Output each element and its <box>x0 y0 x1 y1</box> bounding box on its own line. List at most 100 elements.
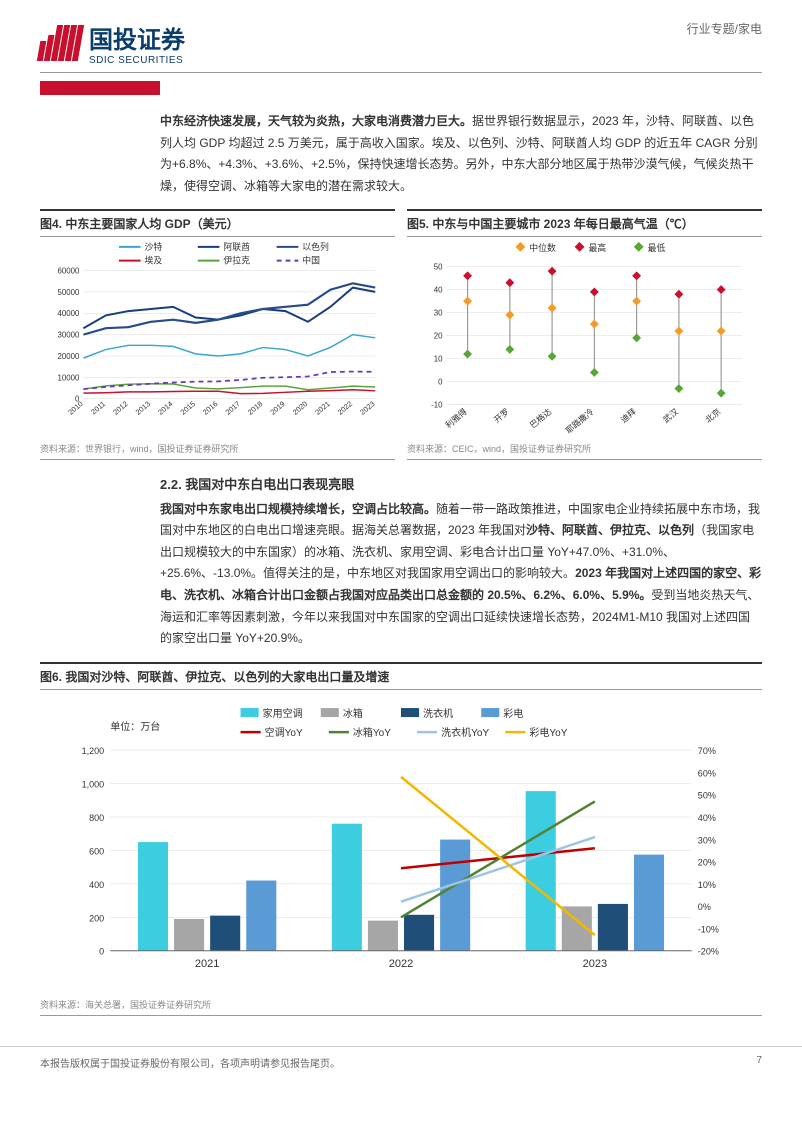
svg-text:空调YoY: 空调YoY <box>265 726 303 739</box>
svg-text:30000: 30000 <box>58 331 81 340</box>
para-1: 中东经济快速发展，天气较为炎热，大家电消费潜力巨大。据世界银行数据显示，2023… <box>160 111 762 197</box>
para-2-bold2: 沙特、阿联酋、伊拉克、以色列 <box>526 523 694 537</box>
logo-cn: 国投证券 <box>89 20 185 55</box>
chart-5-title: 图5. 中东与中国主要城市 2023 年每日最高气温（℃） <box>407 209 762 237</box>
svg-text:50%: 50% <box>698 790 716 800</box>
svg-text:2015: 2015 <box>179 400 197 417</box>
svg-text:迪拜: 迪拜 <box>619 406 639 425</box>
svg-text:40: 40 <box>434 286 443 295</box>
chart-5-source: 资料来源：CEIC，wind，国投证券证券研究所 <box>407 440 762 460</box>
chart-6: 图6. 我国对沙特、阿联酋、伊拉克、以色列的大家电出口量及增速 单位：万台 家用空… <box>40 662 762 1016</box>
svg-text:埃及: 埃及 <box>145 255 163 266</box>
svg-text:阿联酋: 阿联酋 <box>223 241 250 252</box>
logo-text: 国投证券 SDIC SECURITIES <box>89 20 185 66</box>
svg-text:伊拉克: 伊拉克 <box>223 255 250 266</box>
logo-icon <box>37 25 84 61</box>
svg-text:北京: 北京 <box>703 407 722 425</box>
para-2: 我国对中东家电出口规模持续增长，空调占比较高。随着一带一路政策推进，中国家电企业… <box>160 499 762 650</box>
svg-text:开罗: 开罗 <box>492 407 511 425</box>
svg-text:2011: 2011 <box>89 400 107 417</box>
page-root: 国投证券 SDIC SECURITIES 行业专题/家电 中东经济快速发展，天气… <box>0 0 802 1078</box>
para-1-bold: 中东经济快速发展，天气较为炎热，大家电消费潜力巨大。 <box>160 114 472 128</box>
svg-text:2022: 2022 <box>389 958 414 970</box>
svg-text:0%: 0% <box>698 902 711 912</box>
svg-text:中位数: 中位数 <box>529 242 556 253</box>
svg-text:冰箱YoY: 冰箱YoY <box>353 726 391 739</box>
chart-6-svg: 单位：万台 家用空调 冰箱 洗衣机 彩电空调YoY 冰箱YoY 洗衣机YoY 彩电YoY 0 20… <box>40 690 762 991</box>
svg-text:600: 600 <box>89 846 104 856</box>
logo: 国投证券 SDIC SECURITIES <box>40 20 185 66</box>
svg-text:800: 800 <box>89 813 104 823</box>
svg-text:20000: 20000 <box>58 352 81 361</box>
svg-text:家用空调: 家用空调 <box>263 707 303 720</box>
svg-text:彩电YoY: 彩电YoY <box>529 726 567 739</box>
chart-6-source: 资料来源：海关总署，国投证券证券研究所 <box>40 996 762 1016</box>
page-footer: 本报告版权属于国投证券股份有限公司，各项声明请参见报告尾页。 7 <box>0 1046 802 1078</box>
svg-text:-20%: -20% <box>698 946 719 956</box>
svg-text:彩电: 彩电 <box>503 707 523 720</box>
svg-text:10%: 10% <box>698 880 716 890</box>
svg-text:10000: 10000 <box>58 374 81 383</box>
svg-text:2021: 2021 <box>313 400 331 417</box>
svg-text:2018: 2018 <box>246 400 264 417</box>
svg-text:最低: 最低 <box>648 242 666 253</box>
svg-text:2012: 2012 <box>111 400 129 417</box>
svg-text:中国: 中国 <box>302 255 320 266</box>
svg-text:30: 30 <box>434 309 443 318</box>
svg-text:2017: 2017 <box>223 400 241 417</box>
svg-text:40000: 40000 <box>58 310 81 319</box>
svg-text:20: 20 <box>434 332 443 341</box>
svg-text:2022: 2022 <box>336 400 354 417</box>
svg-text:武汉: 武汉 <box>661 406 681 425</box>
svg-text:洗衣机YoY: 洗衣机YoY <box>441 726 489 739</box>
svg-text:10: 10 <box>434 355 443 364</box>
chart-4-title: 图4. 中东主要国家人均 GDP（美元） <box>40 209 395 237</box>
para-2-bold1: 我国对中东家电出口规模持续增长，空调占比较高。 <box>160 502 436 516</box>
chart-6-title: 图6. 我国对沙特、阿联酋、伊拉克、以色列的大家电出口量及增速 <box>40 662 762 690</box>
svg-text:单位：万台: 单位：万台 <box>110 720 160 733</box>
header-tag: 行业专题/家电 <box>687 20 762 37</box>
chart-row-4-5: 图4. 中东主要国家人均 GDP（美元） 沙特 阿联酋 以色列埃及 伊拉克 中国 0 100… <box>40 209 762 459</box>
svg-text:2020: 2020 <box>291 400 309 417</box>
svg-text:200: 200 <box>89 913 104 923</box>
content-area: 中东经济快速发展，天气较为炎热，大家电消费潜力巨大。据世界银行数据显示，2023… <box>0 95 802 1016</box>
chart-4-svg: 沙特阿联酋以色列埃及伊拉克中国0100002000030000400005000… <box>40 237 395 434</box>
svg-text:60%: 60% <box>698 768 716 778</box>
header-rule <box>40 72 762 73</box>
svg-text:冰箱: 冰箱 <box>343 707 363 720</box>
section-2-2-heading: 2.2. 我国对中东白电出口表现亮眼 <box>160 474 762 493</box>
svg-text:2023: 2023 <box>583 958 608 970</box>
svg-text:50000: 50000 <box>58 288 81 297</box>
svg-text:2016: 2016 <box>201 400 219 417</box>
svg-text:沙特: 沙特 <box>145 241 163 252</box>
chart-5: 图5. 中东与中国主要城市 2023 年每日最高气温（℃） 中位数 最高 最低 -10… <box>407 209 762 459</box>
svg-text:最高: 最高 <box>588 242 606 253</box>
logo-en: SDIC SECURITIES <box>89 55 185 66</box>
svg-text:2010: 2010 <box>66 400 84 417</box>
chart-4-source: 资料来源：世界银行，wind，国投证券证券研究所 <box>40 440 395 460</box>
svg-text:2021: 2021 <box>195 958 220 970</box>
svg-text:洗衣机: 洗衣机 <box>423 707 453 720</box>
svg-text:2023: 2023 <box>358 400 376 417</box>
chart-4: 图4. 中东主要国家人均 GDP（美元） 沙特阿联酋以色列埃及伊拉克中国0100… <box>40 209 395 459</box>
svg-text:1,000: 1,000 <box>82 779 105 789</box>
chart-5-svg: 中位数最高最低-1001020304050利雅得开罗巴格达耶路撒冷迪拜武汉北京 <box>407 237 762 434</box>
svg-text:2014: 2014 <box>156 400 174 417</box>
footer-page-number: 7 <box>756 1055 762 1070</box>
svg-text:利雅得: 利雅得 <box>443 407 469 431</box>
svg-text:2013: 2013 <box>134 400 152 417</box>
svg-text:0: 0 <box>438 378 443 387</box>
svg-text:30%: 30% <box>698 835 716 845</box>
footer-left: 本报告版权属于国投证券股份有限公司，各项声明请参见报告尾页。 <box>40 1055 340 1070</box>
svg-text:以色列: 以色列 <box>302 241 329 252</box>
svg-text:0: 0 <box>99 946 104 956</box>
svg-text:-10%: -10% <box>698 924 719 934</box>
svg-text:60000: 60000 <box>58 267 81 276</box>
red-bar <box>40 81 160 95</box>
svg-text:70%: 70% <box>698 746 716 756</box>
svg-text:1,200: 1,200 <box>82 746 105 756</box>
svg-text:耶路撒冷: 耶路撒冷 <box>564 407 596 435</box>
svg-text:-10: -10 <box>431 401 443 410</box>
svg-text:400: 400 <box>89 880 104 890</box>
svg-text:巴格达: 巴格达 <box>528 406 554 430</box>
